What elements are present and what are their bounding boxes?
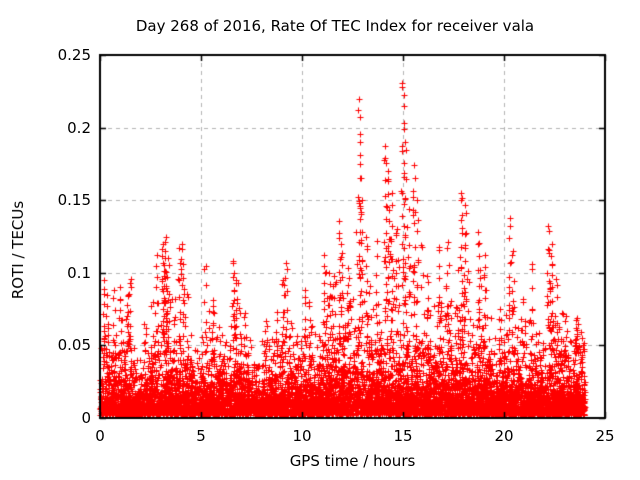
y-tick-label: 0.15 [57, 191, 91, 210]
x-tick-label: 0 [95, 427, 105, 445]
x-tick-label: 20 [494, 427, 514, 445]
y-tick-label: 0 [81, 409, 91, 427]
y-tick-label: 0.25 [57, 46, 91, 64]
x-tick-label: 5 [196, 427, 206, 445]
y-tick-label: 0.05 [57, 336, 91, 355]
x-tick-label: 25 [595, 427, 615, 445]
y-axis-label: ROTI / TECUs [9, 200, 27, 300]
plot-title: Day 268 of 2016, Rate Of TEC Index for r… [135, 17, 535, 35]
x-tick-label: 10 [292, 427, 312, 445]
x-axis-label: GPS time / hours [289, 452, 416, 470]
y-tick-label: 0.1 [67, 263, 91, 282]
x-tick-label: 15 [393, 427, 413, 445]
y-tick-label: 0.2 [67, 118, 91, 137]
